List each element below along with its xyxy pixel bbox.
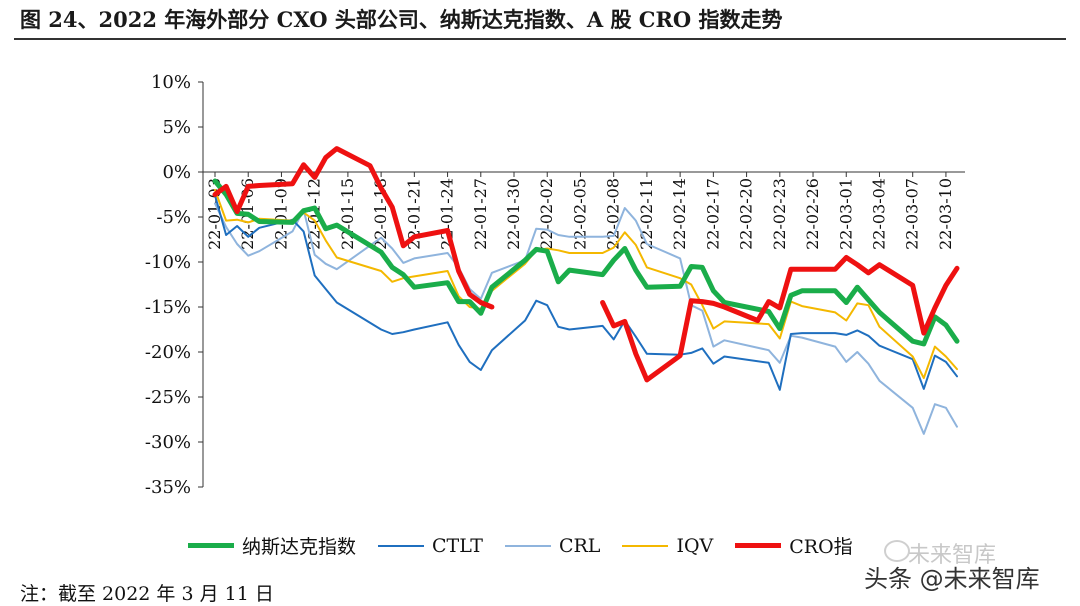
- x-tick-label: 22-02-08: [604, 178, 623, 250]
- y-tick-label: -5%: [156, 207, 191, 228]
- legend-item-ctlt: CTLT: [378, 535, 483, 557]
- series-line-crl: [214, 202, 958, 435]
- legend-label-crl: CRL: [558, 534, 601, 557]
- x-tick-label: 22-01-21: [404, 178, 423, 250]
- legend-swatch-iqv: [622, 544, 669, 547]
- y-tick-label: 0%: [162, 162, 191, 183]
- x-tick-label: 22-01-27: [471, 178, 490, 250]
- x-tick-label: 22-02-05: [570, 178, 589, 250]
- legend-label-nasdaq: 纳斯达克指数: [242, 536, 357, 558]
- x-tick-label: 22-03-07: [903, 178, 922, 250]
- legend-swatch-crl: [504, 544, 551, 547]
- x-tick-label: 22-02-11: [637, 178, 656, 250]
- y-tick-label: -35%: [145, 477, 191, 498]
- legend-item-crl: CRL: [504, 534, 601, 557]
- legend-item-cro: CRO指: [735, 532, 853, 559]
- x-tick-label: 22-01-12: [305, 178, 324, 250]
- footnote: 注：截至 2022 年 3 月 11 日: [20, 583, 274, 605]
- legend-item-iqv: IQV: [622, 535, 713, 557]
- legend-swatch-cro: [735, 543, 782, 548]
- y-tick-label: 5%: [162, 117, 191, 138]
- x-tick-label: 22-01-24: [438, 178, 457, 250]
- y-tick-label: -20%: [145, 342, 191, 363]
- series-line-nasdaq: [212, 178, 960, 347]
- title-rule: [14, 38, 1066, 40]
- watermark-faint: 未来智库: [908, 543, 997, 568]
- x-tick-label: 22-02-20: [737, 178, 756, 250]
- wechat-icon: [884, 540, 910, 562]
- legend-label-ctlt: CTLT: [432, 534, 483, 557]
- x-tick-label: 22-02-26: [803, 178, 822, 250]
- x-tick-label: 22-02-17: [703, 178, 722, 250]
- chart-legend: 纳斯达克指数 CTLT CRL IQV CRO指: [188, 532, 875, 559]
- legend-item-nasdaq: 纳斯达克指数: [188, 532, 356, 559]
- series-line-cro: [212, 146, 960, 383]
- x-tick-label: 22-01-15: [338, 178, 357, 250]
- legend-swatch-nasdaq: [188, 543, 234, 548]
- series-line-ctlt: [214, 194, 958, 391]
- y-tick-label: 10%: [151, 72, 191, 93]
- series-line-iqv: [214, 189, 958, 380]
- x-tick-label: 22-02-23: [770, 178, 789, 250]
- x-tick-label: 22-03-04: [869, 178, 888, 250]
- y-tick-label: -25%: [145, 387, 191, 408]
- x-tick-label: 22-03-10: [936, 178, 955, 250]
- x-tick-label: 22-02-02: [537, 178, 556, 250]
- legend-label-iqv: IQV: [676, 534, 714, 557]
- watermark-main: 头条 @未来智库: [864, 565, 1040, 593]
- y-tick-label: -10%: [145, 252, 191, 273]
- y-tick-label: -30%: [145, 432, 191, 453]
- x-tick-label: 22-01-30: [504, 178, 523, 250]
- chart-title: 图 24、2022 年海外部分 CXO 头部公司、纳斯达克指数、A 股 CRO …: [20, 7, 783, 32]
- x-tick-label: 22-02-14: [670, 178, 689, 250]
- x-tick-label: 22-03-01: [836, 178, 855, 250]
- y-tick-label: -15%: [145, 297, 191, 318]
- legend-swatch-ctlt: [378, 544, 425, 547]
- legend-label-cro: CRO指: [789, 536, 853, 558]
- x-tick-label: 22-01-03: [205, 178, 224, 250]
- x-tick-label: 22-01-09: [271, 178, 290, 250]
